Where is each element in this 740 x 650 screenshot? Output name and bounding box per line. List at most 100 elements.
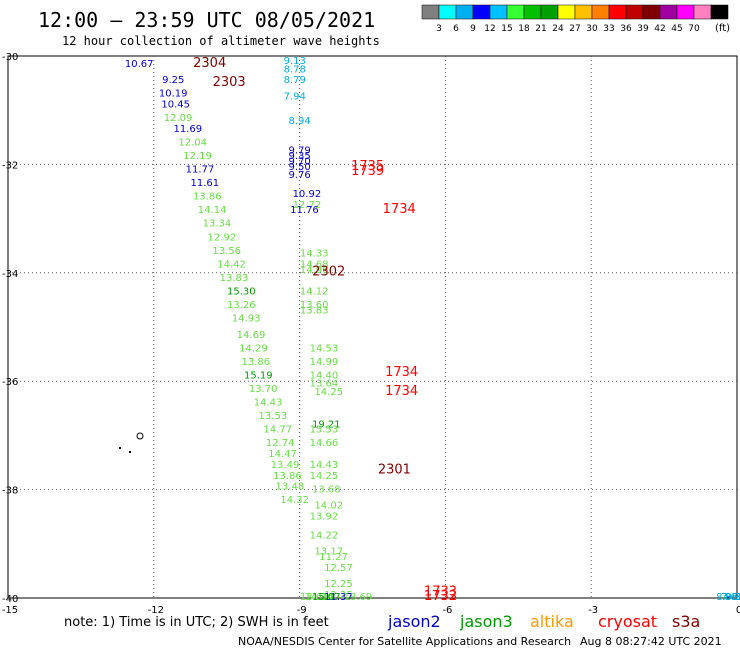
legend-s3a: s3a (672, 612, 700, 631)
colorbar-label: 36 (620, 24, 632, 34)
x-tick-label: 0 (736, 605, 740, 616)
colorbar-label: 27 (569, 24, 580, 34)
colorbar-units: (ft) (715, 23, 730, 34)
wave-height-label: 15.53 (310, 425, 339, 436)
x-tick-label: -3 (588, 605, 598, 616)
colorbar-swatch (608, 4, 627, 20)
wave-height-label: 14.12 (300, 286, 329, 297)
wave-height-label: 14.02 (314, 501, 343, 512)
colorbar-swatch (659, 4, 678, 20)
plot-border (7, 55, 738, 599)
wave-height-label: 14.14 (198, 205, 227, 216)
pass-time-label: 1733 (424, 584, 457, 599)
colorbar-label: 24 (552, 24, 564, 34)
colorbar-label: 30 (586, 24, 598, 34)
data-points: 10.67 9.138.788.79 9.25 10.19 7.94 10.45 12.09… (125, 56, 740, 603)
colorbar-label: 39 (637, 24, 649, 34)
colorbar-swatch (506, 4, 525, 20)
wave-height-label: 9.79 (288, 146, 310, 157)
wave-height-label: 13.86 (193, 192, 222, 203)
colorbar-label: 15 (501, 24, 512, 34)
colorbar-label: 42 (654, 24, 665, 34)
wave-height-label: 12.74 (266, 438, 295, 449)
wave-height-label: 12.25 (324, 590, 353, 601)
wave-height-label: 19.21 (312, 419, 341, 430)
wave-height-label: 12.57 (324, 563, 353, 574)
colorbar-swatch (421, 4, 440, 20)
wave-height-label: 12.72 (293, 200, 322, 211)
wave-height-label: 13.92 (310, 511, 339, 522)
wave-height-label: 9.25 (162, 75, 184, 86)
colorbar-swatch (540, 4, 559, 20)
pass-time-label: 2304 (193, 56, 226, 71)
colorbar-swatch (591, 4, 610, 20)
wave-height-label: 9.3 (725, 592, 740, 603)
wave-height-label: 13.48 (276, 482, 305, 493)
wave-height-label: 10.67 (125, 59, 154, 70)
wave-height-label: 14.32 (280, 495, 309, 506)
wave-height-label: 13.49 (271, 460, 300, 471)
colorbar-label: 21 (535, 24, 546, 34)
wave-height-label: 14.25 (314, 387, 343, 398)
wave-height-label: 11.77 (186, 165, 215, 176)
wave-height-label: 9.13 (284, 56, 306, 67)
y-tick-label: -40 (2, 594, 18, 605)
footer-credit: NOAA/NESDIS Center for Satellite Applica… (238, 635, 571, 648)
x-tick-label: -15 (2, 605, 18, 616)
wave-height-label: 8.96 (716, 592, 738, 603)
footer-note: note: 1) Time is in UTC; 2) SWH is in fe… (64, 615, 329, 630)
wave-height-label: 15.30 (227, 286, 256, 297)
wave-height-label: 13.53 (259, 411, 288, 422)
wave-height-label: 12.25 (324, 579, 353, 590)
wave-height-label: 8.79 (284, 75, 306, 86)
legend-jason2: jason2 (387, 612, 441, 631)
wave-height-label: 8.9 (725, 592, 740, 603)
y-tick-label: -36 (2, 377, 18, 388)
plot-frame (7, 55, 738, 599)
x-tick-label: -9 (297, 605, 307, 616)
colorbar-swatch (625, 4, 644, 20)
y-tick-label: -32 (2, 160, 18, 171)
wave-height-label: 14.16 (305, 592, 334, 603)
grid-lines (8, 56, 737, 598)
legend-cryosat: cryosat (598, 612, 657, 631)
wave-height-label: 9.50 (288, 162, 310, 173)
wave-height-label: 13.17 (314, 547, 343, 558)
colorbar-label: 9 (470, 24, 476, 34)
wave-height-label: 7.61 (721, 592, 740, 603)
wave-height-label: 14.66 (310, 438, 339, 449)
colorbar-label: 3 (436, 24, 442, 34)
y-tick-label: -34 (2, 269, 18, 280)
wave-height-label: 13.56 (212, 246, 241, 257)
wave-height-label: 14.24 (305, 592, 334, 603)
pass-time-label: 2303 (213, 75, 246, 90)
wave-height-label: 14.43 (254, 398, 283, 409)
wave-height-label: 7.94 (284, 91, 306, 102)
pass-time-label: 2302 (312, 265, 345, 280)
wave-height-label: 14.77 (263, 425, 292, 436)
wave-height-label: 10.92 (293, 189, 322, 200)
wave-height-label: 13.83 (220, 273, 249, 284)
wave-height-label: 13.70 (249, 384, 278, 395)
wave-height-label: 13.86 (242, 357, 271, 368)
colorbar-swatch (438, 4, 457, 20)
wave-height-label: 12.19 (183, 151, 212, 162)
wave-height-label: 15.07 (312, 592, 341, 603)
pass-time-label: 2301 (378, 462, 411, 477)
colorbar-swatch (710, 4, 729, 20)
colorbar: 3 6 9 12 15 18 21 24 27 30 33 36 39 42 45 70 (421, 4, 729, 34)
wave-height-label: 14.29 (239, 343, 268, 354)
chart-title: 12:00 – 23:59 UTC 08/05/2021 (38, 8, 375, 32)
colorbar-swatch (455, 4, 474, 20)
colorbar-label: 70 (688, 24, 700, 34)
wave-height-label: 10.45 (161, 99, 190, 110)
wave-height-label: 13.69 (344, 592, 373, 603)
pass-time-label: 1734 (383, 202, 416, 217)
x-tick-label: -6 (442, 605, 452, 616)
colorbar-swatch (574, 4, 593, 20)
colorbar-swatch (557, 4, 576, 20)
colorbar-swatch (472, 4, 491, 20)
wave-height-label: 14.47 (268, 449, 297, 460)
colorbar-swatch (693, 4, 712, 20)
